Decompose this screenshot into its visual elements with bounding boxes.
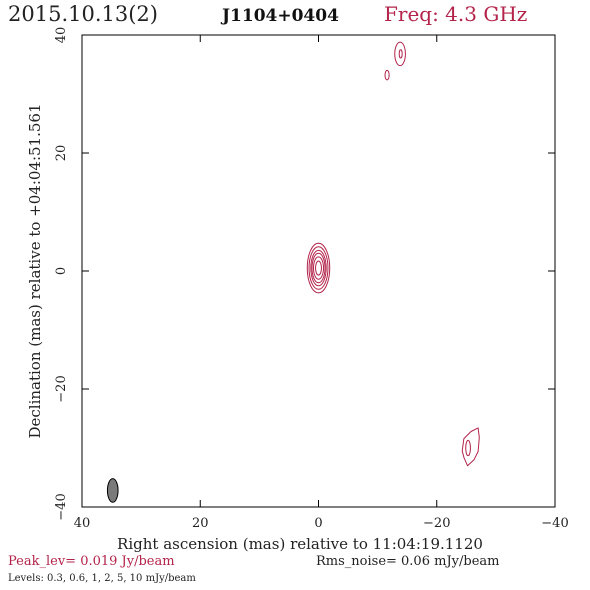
y-tick-label: −20 (54, 375, 69, 402)
epoch-date: 2015.10.13(2) (8, 2, 158, 26)
x-tick-label: 40 (74, 516, 91, 531)
contour-levels: Levels: 0.3, 0.6, 1, 2, 5, 10 mJy/beam (8, 573, 196, 584)
y-tick-label: 20 (54, 145, 69, 162)
rms-noise: Rms_noise= 0.06 mJy/beam (316, 554, 500, 569)
core-contour (311, 252, 326, 284)
y-tick-label: −40 (54, 493, 69, 520)
feature-contour (384, 69, 390, 81)
x-tick-label: 0 (314, 516, 322, 531)
frequency-label: Freq: 4.3 GHz (384, 2, 528, 26)
core-contour (308, 246, 329, 290)
source-name: J1104+0404 (222, 6, 339, 26)
plot-frame (81, 34, 556, 508)
core-contour (310, 249, 327, 287)
x-tick-label: −20 (423, 516, 450, 531)
beam-ellipse (106, 478, 119, 503)
feature-contour-outer (461, 427, 480, 467)
peak-level: Peak_lev= 0.019 Jy/beam (8, 554, 175, 569)
x-tick-label: −40 (541, 516, 568, 531)
y-tick-label: 0 (54, 267, 69, 275)
y-tick-label: 40 (54, 27, 69, 44)
core-contour (312, 256, 325, 280)
core-contour (315, 260, 322, 276)
feature-contour (398, 49, 403, 59)
y-axis-label: Declination (mas) relative to +04:04:51.… (26, 103, 44, 438)
feature-contour (465, 439, 471, 457)
feature-contour (394, 41, 406, 67)
x-tick-label: 20 (192, 516, 209, 531)
core-contour (306, 242, 331, 294)
contour-layer (106, 41, 480, 503)
x-axis-label: Right ascension (mas) relative to 11:04:… (117, 535, 483, 553)
axis-ticks: 40 20 0 −20 −40 −40 −20 0 20 40 (54, 27, 569, 531)
